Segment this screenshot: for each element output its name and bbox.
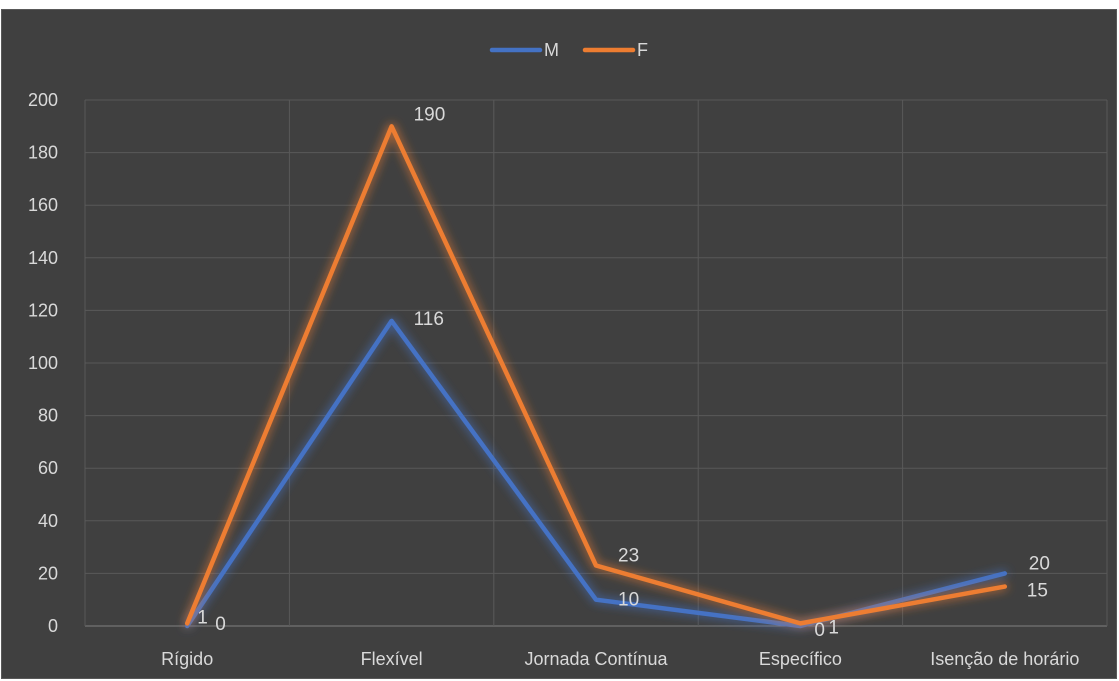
x-tick-label: Rígido xyxy=(161,649,213,669)
y-axis-ticks: 0 20 40 60 80 100 120 140 160 180 200 xyxy=(28,90,58,636)
y-tick-label: 120 xyxy=(28,300,58,320)
data-label-f: 190 xyxy=(414,104,446,125)
y-tick-label: 0 xyxy=(48,616,58,636)
series-line-m xyxy=(184,318,1008,629)
y-tick-label: 40 xyxy=(38,511,58,531)
x-tick-label: Jornada Contínua xyxy=(524,649,668,669)
y-tick-label: 200 xyxy=(28,90,58,110)
legend-label-f: F xyxy=(637,40,648,60)
x-tick-label: Isenção de horário xyxy=(930,649,1079,669)
data-label-f: 23 xyxy=(618,546,639,567)
data-label-f: 1 xyxy=(197,607,208,628)
series-lines xyxy=(184,124,1008,629)
y-tick-label: 20 xyxy=(38,563,58,583)
data-label-f: 1 xyxy=(828,617,839,638)
y-tick-label: 60 xyxy=(38,458,58,478)
y-tick-label: 160 xyxy=(28,195,58,215)
y-tick-label: 180 xyxy=(28,143,58,163)
y-tick-label: 140 xyxy=(28,248,58,268)
chart-area: 0 20 40 60 80 100 120 140 160 180 200 Rígido Flexív… xyxy=(1,9,1117,679)
data-label-m: 0 xyxy=(814,620,825,641)
data-label-m: 10 xyxy=(618,590,639,611)
legend-label-m: M xyxy=(544,40,559,60)
data-label-m: 116 xyxy=(414,309,444,330)
x-tick-label: Específico xyxy=(759,649,842,669)
y-tick-label: 100 xyxy=(28,353,58,373)
series-line-f xyxy=(184,124,1008,626)
x-tick-label: Flexível xyxy=(361,649,423,669)
data-label-f: 15 xyxy=(1027,581,1048,602)
y-tick-label: 80 xyxy=(38,406,58,426)
data-labels: 0 116 10 0 20 1 190 23 1 15 xyxy=(197,104,1050,641)
x-axis-ticks: Rígido Flexível Jornada Contínua Específico… xyxy=(161,649,1079,669)
data-label-m: 20 xyxy=(1029,553,1050,574)
data-label-m: 0 xyxy=(215,614,226,635)
